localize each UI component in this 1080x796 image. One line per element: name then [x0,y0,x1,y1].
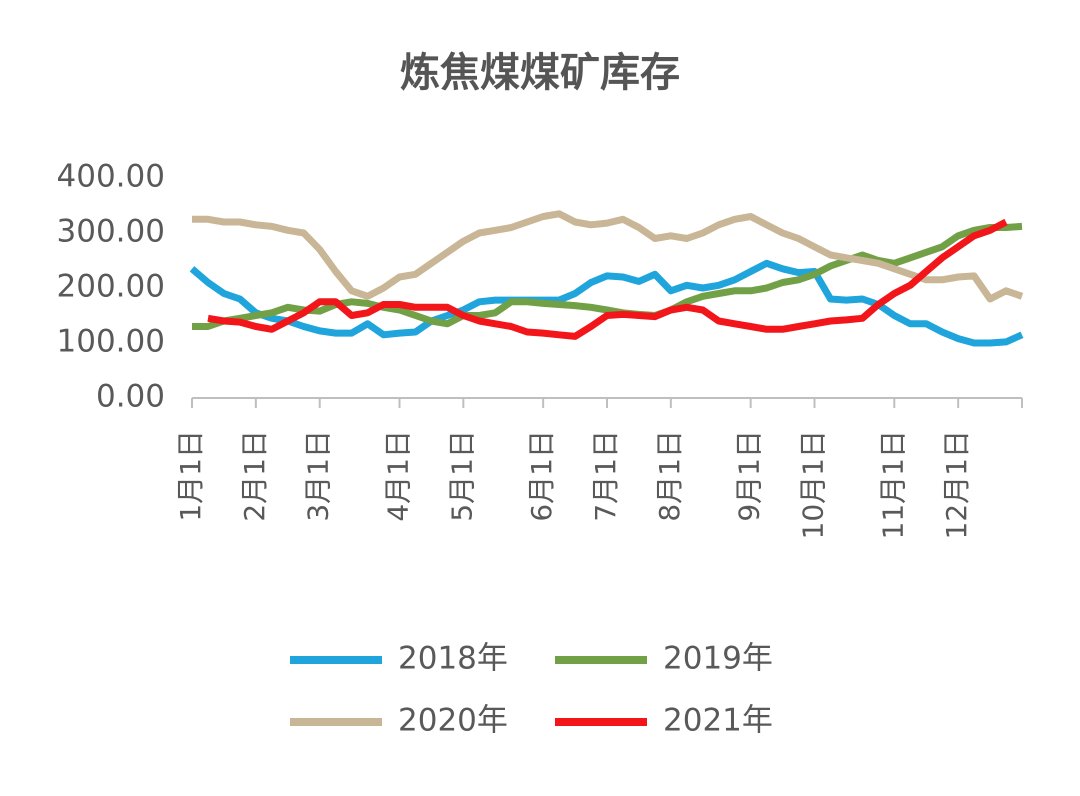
series-line [207,218,1008,340]
x-tick-label: 7月1日 [589,430,622,522]
y-tick-label: 200.00 [57,269,165,305]
x-tick-label: 4月1日 [382,430,415,522]
y-tick-label: 300.00 [57,214,165,250]
x-tick-label: 1月1日 [174,430,207,522]
y-tick-label: 400.00 [57,159,165,195]
chart-title: 炼焦煤煤矿库存 [400,50,680,96]
x-tick-label: 2月1日 [238,430,271,522]
y-tick-label: 0.00 [96,379,165,415]
series-line [189,259,1024,347]
x-tick-label: 11月1日 [876,430,909,539]
y-tick-label: 100.00 [57,324,165,360]
x-tick-label: 8月1日 [653,430,686,522]
series-line [192,210,1024,303]
legend-label: 2018年 [398,641,508,677]
legend-label: 2021年 [663,703,773,739]
x-tick-label: 5月1日 [445,430,478,522]
x-tick-label: 3月1日 [302,430,335,522]
legend-label: 2019年 [663,641,773,677]
x-tick-label: 12月1日 [940,430,973,539]
x-tick-label: 10月1日 [797,430,830,539]
x-tick-label: 9月1日 [733,430,766,522]
legend-label: 2020年 [398,703,508,739]
x-tick-label: 6月1日 [525,430,558,522]
